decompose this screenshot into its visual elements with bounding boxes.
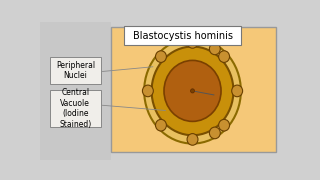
Ellipse shape xyxy=(156,51,166,62)
Ellipse shape xyxy=(187,37,198,48)
Ellipse shape xyxy=(232,85,243,97)
Ellipse shape xyxy=(209,43,220,55)
Text: Peripheral
Nuclei: Peripheral Nuclei xyxy=(56,61,95,80)
Ellipse shape xyxy=(219,51,229,62)
Ellipse shape xyxy=(156,119,166,131)
Ellipse shape xyxy=(152,47,234,135)
Text: Central
Vacuole
(Iodine
Stained): Central Vacuole (Iodine Stained) xyxy=(59,89,92,129)
Bar xyxy=(40,22,111,160)
FancyBboxPatch shape xyxy=(50,90,101,127)
Ellipse shape xyxy=(144,38,241,144)
Ellipse shape xyxy=(187,134,198,145)
Bar xyxy=(111,27,276,152)
Ellipse shape xyxy=(219,119,229,131)
Ellipse shape xyxy=(190,89,195,93)
Ellipse shape xyxy=(209,127,220,139)
Ellipse shape xyxy=(142,85,153,97)
FancyBboxPatch shape xyxy=(50,57,101,84)
FancyBboxPatch shape xyxy=(124,26,241,45)
Text: Blastocystis hominis: Blastocystis hominis xyxy=(132,31,233,41)
Ellipse shape xyxy=(164,60,221,121)
